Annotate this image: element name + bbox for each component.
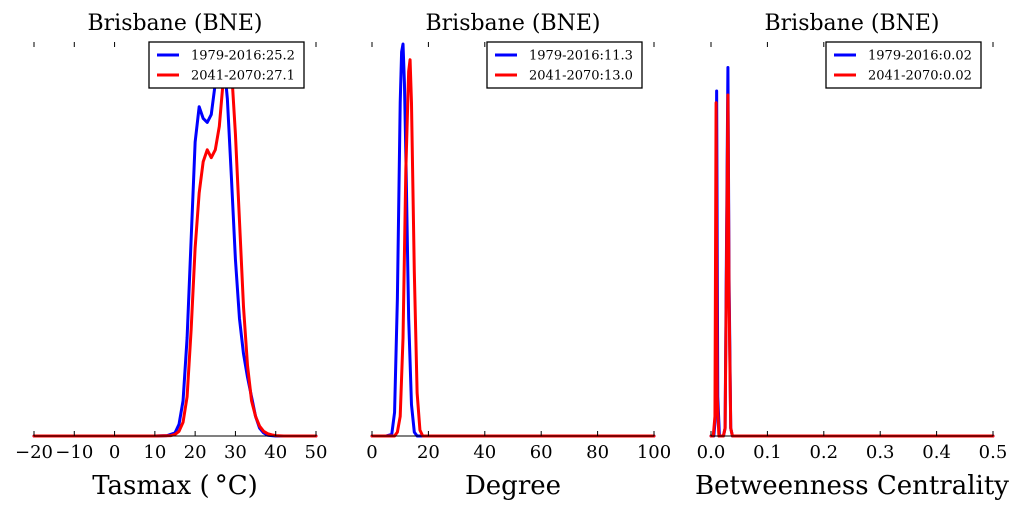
- x-tick-label: 60: [530, 442, 553, 463]
- chart-title: Brisbane (BNE): [425, 11, 600, 36]
- legend-entry: 2041-2070:13.0: [529, 69, 633, 84]
- x-tick-label: 0.1: [753, 442, 782, 463]
- x-tick-label: 0: [366, 442, 377, 463]
- series-line-baseline: [32, 42, 318, 438]
- x-tick-label: 80: [586, 442, 609, 463]
- x-tick-label: 30: [224, 442, 247, 463]
- legend-box: [148, 41, 305, 89]
- x-tick-label: 20: [184, 442, 207, 463]
- x-tick-label: −10: [55, 442, 93, 463]
- x-tick-label: 0: [109, 442, 120, 463]
- series-line-future: [32, 42, 318, 438]
- legend-entry: 1979-2016:25.2: [191, 49, 295, 64]
- legend-entry: 1979-2016:11.3: [529, 49, 633, 64]
- x-axis-label: Degree: [465, 471, 561, 501]
- x-tick-label: 10: [143, 442, 166, 463]
- chart-panel-3: Brisbane (BNE) 0.0 0.1 0.2 0.3 0.4 0.5 Betweenn…: [695, 11, 1009, 501]
- x-tick-label: 50: [305, 442, 328, 463]
- chart-panel-1: Brisbane (BNE) −20 −10 0 10 20 30 40 50 Tasmax ( …: [15, 11, 327, 501]
- legend-entry: 2041-2070:27.1: [191, 69, 295, 84]
- x-tick-label: 40: [473, 442, 496, 463]
- chart-title: Brisbane (BNE): [764, 11, 939, 36]
- x-tick-label: 40: [264, 442, 287, 463]
- legend: 1979-2016:0.02 2041-2070:0.02: [825, 41, 982, 89]
- x-tick-label: 0.0: [697, 442, 726, 463]
- legend-box: [825, 41, 982, 89]
- legend-box: [486, 41, 643, 89]
- series-line-baseline: [370, 42, 656, 438]
- x-tick-label: 0.2: [809, 442, 838, 463]
- x-tick-label: 0.3: [866, 442, 895, 463]
- x-axis-label: Tasmax ( °C): [92, 471, 258, 501]
- x-tick-label: 0.5: [979, 442, 1008, 463]
- legend-entry: 1979-2016:0.02: [868, 49, 972, 64]
- x-tick-label: 100: [637, 442, 671, 463]
- x-tick-label: 0.4: [922, 442, 951, 463]
- legend-entry: 2041-2070:0.02: [868, 69, 972, 84]
- chart-panel-2: Brisbane (BNE) 0 20 40 60 80 100 Degree 1979-201…: [366, 11, 671, 501]
- x-tick-label: 20: [417, 442, 440, 463]
- series-line-baseline: [709, 66, 995, 438]
- legend: 1979-2016:25.2 2041-2070:27.1: [148, 41, 305, 89]
- series-line-future: [709, 93, 995, 438]
- x-tick-label: −20: [15, 442, 53, 463]
- series-line-future: [370, 58, 656, 438]
- x-axis-label: Betweenness Centrality: [695, 471, 1009, 501]
- legend: 1979-2016:11.3 2041-2070:13.0: [486, 41, 643, 89]
- chart-title: Brisbane (BNE): [87, 11, 262, 36]
